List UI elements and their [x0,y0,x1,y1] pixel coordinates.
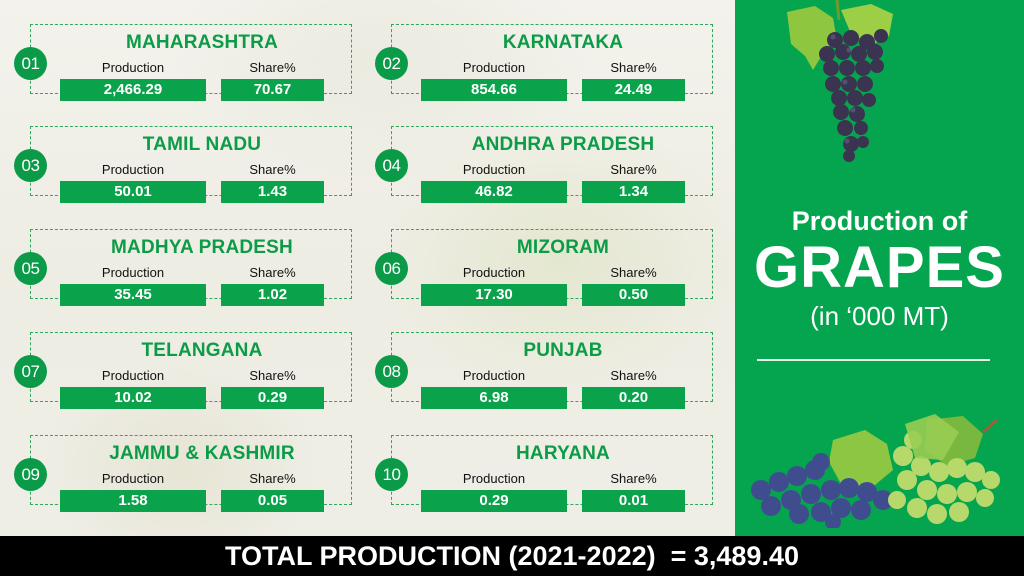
state-name: MADHYA PRADESH [111,237,293,258]
state-name: MIZORAM [516,237,610,258]
share-label: Share% [610,162,657,177]
production-label: Production [101,368,165,383]
production-label: Production [462,368,526,383]
share-label: Share% [249,471,296,486]
state-name: TAMIL NADU [142,134,262,155]
state-card: 04 ANDHRA PRADESH Production Share% 46.8… [375,126,713,204]
share-value: 0.05 [221,490,324,512]
state-card: 05 MADHYA PRADESH Production Share% 35.4… [14,229,352,307]
title-divider [757,359,990,361]
share-label: Share% [249,265,296,280]
rank-badge: 02 [375,47,408,80]
production-value: 10.02 [60,387,206,409]
state-card: 03 TAMIL NADU Production Share% 50.01 1.… [14,126,352,204]
purple-grape-bunch-icon [787,0,893,162]
share-value: 0.01 [582,490,685,512]
state-name: ANDHRA PRADESH [471,134,655,155]
rank-badge: 01 [14,47,47,80]
title-unit: (in ‘000 MT) [810,301,949,331]
state-name: KARNATAKA [502,32,624,53]
share-label: Share% [249,162,296,177]
production-value: 35.45 [60,284,206,306]
production-value: 17.30 [421,284,567,306]
production-label: Production [101,471,165,486]
production-label: Production [101,162,165,177]
production-value: 6.98 [421,387,567,409]
production-label: Production [462,471,526,486]
state-name: PUNJAB [523,340,603,361]
share-value: 24.49 [582,79,685,101]
production-value: 0.29 [421,490,567,512]
rank-badge: 06 [375,252,408,285]
production-value: 46.82 [421,181,567,203]
rank-badge: 05 [14,252,47,285]
state-card: 02 KARNATAKA Production Share% 854.66 24… [375,24,713,102]
share-label: Share% [249,368,296,383]
state-card: 10 HARYANA Production Share% 0.29 0.01 [375,435,713,513]
title-line-1: Production of [791,206,968,236]
share-label: Share% [610,60,657,75]
state-card: 08 PUNJAB Production Share% 6.98 0.20 [375,332,713,410]
production-value: 1.58 [60,490,206,512]
share-label: Share% [610,471,657,486]
state-card: 01 MAHARASHTRA Production Share% 2,466.2… [14,24,352,102]
production-value: 2,466.29 [60,79,206,101]
share-label: Share% [610,265,657,280]
share-value: 0.50 [582,284,685,306]
share-value: 70.67 [221,79,324,101]
production-label: Production [462,265,526,280]
production-value: 50.01 [60,181,206,203]
share-value: 1.43 [221,181,324,203]
state-name: HARYANA [516,443,610,464]
production-label: Production [101,60,165,75]
rank-badge: 04 [375,149,408,182]
rank-badge: 03 [14,149,47,182]
rank-badge: 10 [375,458,408,491]
share-label: Share% [610,368,657,383]
share-value: 0.29 [221,387,324,409]
share-value: 1.34 [582,181,685,203]
production-label: Production [462,162,526,177]
share-value: 1.02 [221,284,324,306]
state-name: JAMMU & KASHMIR [109,443,295,464]
chart-title: Production of GRAPES (in ‘000 MT) [735,204,1024,334]
rank-badge: 08 [375,355,408,388]
rank-badge: 07 [14,355,47,388]
state-card: 06 MIZORAM Production Share% 17.30 0.50 [375,229,713,307]
share-label: Share% [249,60,296,75]
production-label: Production [101,265,165,280]
title-line-2: GRAPES [754,235,1005,300]
state-name: MAHARASHTRA [125,32,279,53]
production-value: 854.66 [421,79,567,101]
state-name: TELANGANA [141,340,263,361]
purple-and-green-grapes-icon [751,414,1000,528]
production-label: Production [462,60,526,75]
state-card: 07 TELANGANA Production Share% 10.02 0.2… [14,332,352,410]
share-value: 0.20 [582,387,685,409]
rank-badge: 09 [14,458,47,491]
total-production-bar: TOTAL PRODUCTION (2021-2022) = 3,489.40 [0,536,1024,576]
state-card: 09 JAMMU & KASHMIR Production Share% 1.5… [14,435,352,513]
